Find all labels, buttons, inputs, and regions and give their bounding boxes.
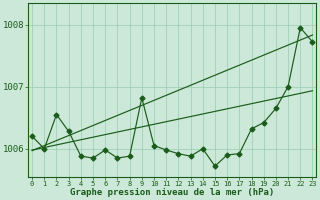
X-axis label: Graphe pression niveau de la mer (hPa): Graphe pression niveau de la mer (hPa) [70,188,275,197]
